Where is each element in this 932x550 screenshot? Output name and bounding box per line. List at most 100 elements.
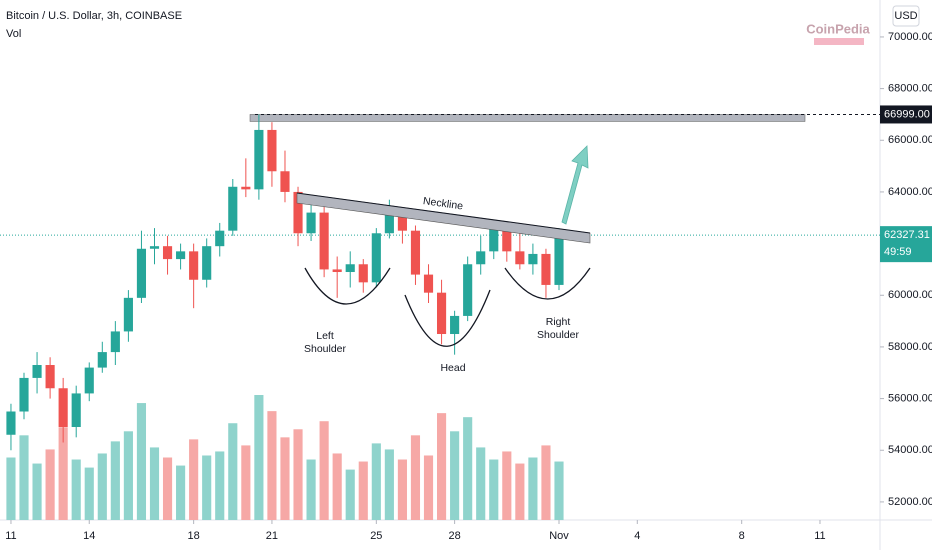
candle-body (358, 264, 368, 283)
left-shoulder-curve (304, 267, 391, 305)
candle-body (162, 246, 173, 260)
y-tick-label: 60000.00 (888, 289, 932, 301)
countdown: 49:59 (884, 246, 912, 258)
watermark: CoinPedia (806, 21, 870, 36)
volume-bar (397, 459, 407, 520)
volume-bar (384, 449, 394, 520)
y-tick-label: 58000.00 (888, 341, 932, 353)
candle-body (58, 388, 68, 428)
y-tick-label: 52000.00 (888, 496, 932, 508)
candle-body (267, 129, 277, 172)
head-curve (404, 289, 491, 347)
volume-bar (241, 445, 251, 520)
x-tick-label: 18 (188, 530, 200, 542)
candle-body (384, 210, 394, 234)
candle-body (19, 377, 29, 412)
volume-bar (19, 435, 29, 520)
resistance-zone (249, 114, 806, 122)
watermark-bar (814, 38, 864, 45)
y-tick-label: 70000.00 (888, 31, 932, 43)
volume-bar (515, 463, 525, 520)
candle-body (136, 248, 147, 298)
candle-body (215, 230, 225, 247)
left-shoulder-label: Shoulder (304, 343, 347, 355)
volume-bar (149, 447, 160, 520)
candle-body (397, 210, 407, 231)
volume-bar (410, 435, 421, 520)
candle-body (149, 246, 160, 249)
candle-body (45, 365, 55, 389)
candle-body (436, 292, 447, 335)
volume-bar (228, 423, 238, 520)
candle-body (541, 253, 551, 285)
neckline (296, 192, 591, 234)
candle-body (502, 225, 512, 252)
volume-bar (254, 395, 264, 520)
right-shoulder-label: Shoulder (537, 329, 580, 341)
candle-body (189, 251, 199, 280)
candle-body (71, 393, 81, 428)
candle-body (241, 186, 251, 190)
volume-bar (319, 421, 329, 520)
candle-body (345, 264, 355, 273)
x-tick-label: 25 (370, 530, 382, 542)
volume-bar (476, 447, 486, 520)
volume-bar (71, 459, 81, 520)
right-shoulder-label: Right (546, 316, 571, 328)
candle-body (306, 212, 316, 234)
volume-bar (110, 441, 120, 520)
candle-body (371, 233, 381, 283)
left-shoulder-label: Left (316, 330, 334, 342)
volume-bar (528, 457, 538, 520)
volume-bar (162, 457, 173, 520)
volume-bar (463, 417, 473, 520)
y-tick-label: 54000.00 (888, 444, 932, 456)
candle-body (528, 253, 538, 265)
volume-bar (97, 453, 107, 520)
candle-body (176, 251, 186, 260)
head-label: Head (440, 362, 465, 374)
candle-body (332, 269, 342, 273)
volume-bar (6, 457, 16, 520)
volume-bar (423, 455, 434, 520)
y-tick-label: 66000.00 (888, 134, 932, 146)
currency-box[interactable] (892, 5, 920, 27)
currency[interactable]: USD (894, 10, 917, 22)
chart-title: Bitcoin / U.S. Dollar, 3h, COINBASE (6, 10, 182, 22)
volume-bar (45, 449, 55, 520)
volume-bar (176, 465, 186, 520)
volume-bar (280, 437, 290, 520)
x-tick-label: 11 (5, 530, 16, 542)
volume-bar (306, 459, 316, 520)
volume-bar (541, 445, 551, 520)
x-tick-label: 11 (814, 530, 825, 542)
last-price-tag (880, 226, 932, 263)
candle-body (410, 230, 421, 275)
candle-body (515, 251, 525, 265)
resistance-label: 66999.00 (884, 108, 930, 120)
last-price-label: 62327.31 (884, 229, 930, 241)
neckline-label: Neckline (422, 195, 464, 212)
volume-bar (450, 431, 460, 520)
x-tick-label: 28 (448, 530, 460, 542)
candle-body (202, 246, 212, 280)
volume-bar (58, 427, 68, 520)
candle-body (110, 331, 120, 353)
volume-bar (267, 411, 277, 520)
volume-bar (202, 455, 212, 520)
y-tick-label: 64000.00 (888, 186, 932, 198)
volume-bar (293, 429, 303, 520)
x-tick-label: 8 (739, 530, 745, 542)
volume-bar (189, 439, 199, 520)
candle-body (293, 191, 303, 234)
volume-bar (345, 469, 355, 520)
y-tick-label: 56000.00 (888, 392, 932, 404)
resistance-tag (880, 105, 932, 124)
volume-bar (502, 451, 512, 520)
volume-bar (136, 403, 147, 520)
y-tick-label: 68000.00 (888, 83, 932, 95)
volume-bar (436, 413, 447, 520)
volume-bar (554, 461, 564, 520)
breakout-arrow (561, 145, 589, 225)
x-tick-label: 14 (83, 530, 95, 542)
